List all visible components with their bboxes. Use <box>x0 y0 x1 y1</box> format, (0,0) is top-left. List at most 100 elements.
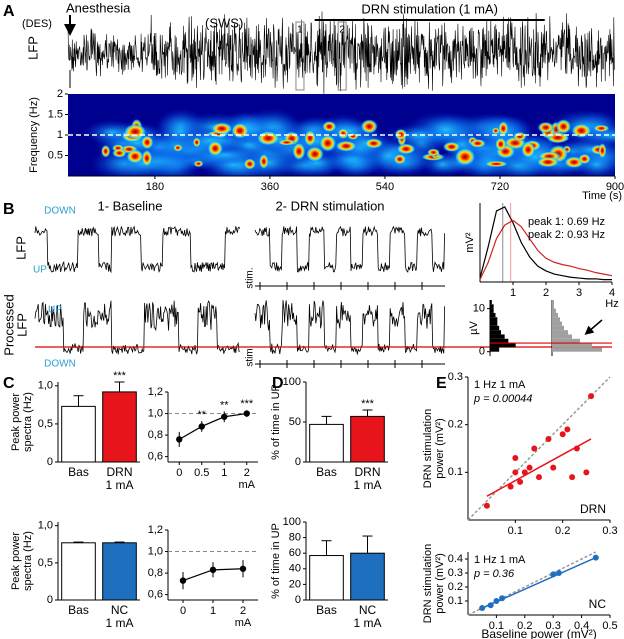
spectrum-line <box>479 219 613 280</box>
mean-line <box>178 412 247 440</box>
spectral-peak <box>454 147 476 166</box>
histogram-bar <box>490 330 501 335</box>
processed-lfp-trace <box>254 300 445 355</box>
histogram-bar <box>552 347 602 352</box>
point <box>583 469 590 476</box>
x-tick-label: Bas <box>316 603 337 617</box>
spectral-peak <box>101 144 111 158</box>
point <box>479 605 486 611</box>
spectral-peak <box>231 122 249 139</box>
group-label: NC <box>589 597 607 611</box>
panel-letter: B <box>3 201 15 218</box>
y-tick-label: 0.1 <box>448 466 463 478</box>
panel-letter: E <box>436 375 447 392</box>
mean-point <box>176 436 183 443</box>
stimulation-label: DRN stimulation (1 mA) <box>361 1 498 16</box>
annotation: 1 Hz 1 mA <box>474 379 526 391</box>
spectrogram-image <box>68 94 615 176</box>
spectral-band <box>422 115 470 146</box>
point <box>569 474 576 481</box>
x-tick-label: DRN <box>107 465 133 479</box>
histogram-bar <box>490 347 500 352</box>
analysis-window <box>295 21 305 91</box>
histogram-bar <box>552 321 562 326</box>
spectral-peak <box>491 127 500 135</box>
x-tick-label: 0 <box>176 467 182 479</box>
state-label: UP <box>33 265 47 276</box>
histogram-bar <box>490 304 494 309</box>
spectral-peak <box>598 142 607 159</box>
lfp-trace <box>34 225 241 274</box>
x-tick-label: 0 <box>180 605 186 617</box>
histogram-bar <box>552 343 592 348</box>
y-axis-label: Peak power <box>10 393 22 451</box>
y-axis-label: LFP <box>13 236 28 260</box>
spectral-peak <box>192 137 201 148</box>
panel-letter: D <box>272 375 284 392</box>
y-tick-label: 0 <box>47 594 53 606</box>
y-tick-label: 0.3 <box>448 371 463 383</box>
bar <box>61 405 96 463</box>
y-tick-label: 0 <box>479 346 485 358</box>
x-tick-label: Bas <box>316 465 337 479</box>
x-axis-label: Time (s) <box>582 190 622 202</box>
spectral-peak <box>277 139 296 146</box>
x-axis-label: mA <box>239 479 256 491</box>
annotation: peak 1: 0.69 Hz <box>528 216 605 228</box>
x-tick-label: 0.5 <box>194 467 209 479</box>
trace-title: 2- DRN stimulation <box>275 198 384 213</box>
histogram-bar <box>552 300 554 305</box>
annotation: (SWS) <box>205 15 243 30</box>
histogram-bar <box>552 334 572 339</box>
processed-lfp-trace <box>34 300 240 355</box>
y-tick-label: 0,8 <box>148 567 163 579</box>
x-tick-note: 1 mA <box>353 616 381 630</box>
point <box>526 464 533 471</box>
bar <box>350 415 385 463</box>
x-tick-label: 3 <box>576 287 582 299</box>
y-tick-label: 0,6 <box>148 451 163 463</box>
x-tick-label: 720 <box>491 181 509 193</box>
x-axis-label: Hz <box>605 298 618 310</box>
y-axis-label: Processed <box>1 294 16 355</box>
spectral-peak <box>498 121 509 136</box>
mean-point <box>179 577 187 584</box>
y-axis-label: LFP <box>14 313 29 337</box>
analysis-window <box>337 21 347 91</box>
point <box>512 469 519 476</box>
spectral-peak <box>319 134 337 152</box>
annotation-arrow <box>584 319 603 335</box>
annotation: (DES) <box>22 18 52 30</box>
point <box>487 602 494 609</box>
bar <box>102 542 137 601</box>
panel-letter: C <box>3 375 15 392</box>
histogram-bar <box>490 317 498 322</box>
histogram-bar <box>490 308 494 313</box>
mean-point <box>198 423 205 430</box>
y-tick-label: 0.2 <box>448 581 463 593</box>
y-tick-label: 20 <box>289 578 301 590</box>
spectral-peak <box>337 128 349 140</box>
x-tick-label: 1 <box>221 467 227 479</box>
histogram-bar <box>490 321 498 326</box>
x-tick-label: DRN <box>355 465 381 479</box>
window-label: 1 <box>297 25 303 36</box>
histogram-bar <box>490 300 492 305</box>
identity-line <box>467 551 597 616</box>
x-axis-label: Baseline power (mV²) <box>481 627 596 639</box>
y-tick-label: 0,5 <box>38 418 53 430</box>
y-axis-label: spectra (Hz) <box>22 392 34 452</box>
x-tick-label: 540 <box>376 181 394 193</box>
y-axis-label: mV² <box>464 232 476 253</box>
y-tick-label: 0 <box>295 456 301 468</box>
lfp-trace <box>67 11 615 94</box>
spectral-peak <box>521 141 536 159</box>
spectral-peak <box>173 144 183 152</box>
spectral-peak <box>211 122 233 135</box>
histogram-bar <box>490 334 505 339</box>
x-tick-label: 0.4 <box>574 620 589 632</box>
y-tick-label: 50 <box>289 416 301 428</box>
y-tick-label: 0.3 <box>448 567 463 579</box>
spectral-peak <box>512 131 527 142</box>
